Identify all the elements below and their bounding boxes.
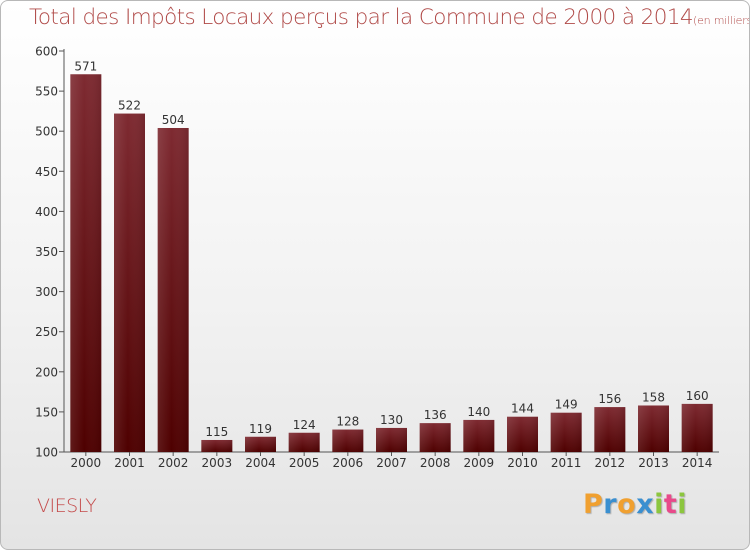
data-label: 156 [598, 392, 621, 406]
chart-title-unit: (en milliers d'€) [693, 14, 750, 27]
y-tick-label: 200 [35, 365, 58, 379]
x-tick-label: 2010 [507, 456, 538, 470]
logo-letter: r [603, 489, 618, 520]
y-tick-label: 350 [35, 245, 58, 259]
y-tick-label: 600 [35, 45, 58, 59]
x-tick-label: 2011 [551, 456, 582, 470]
data-label: 130 [380, 413, 403, 427]
data-label: 522 [118, 99, 141, 113]
x-tick-label: 2004 [245, 456, 276, 470]
logo-letter: x [636, 489, 655, 520]
y-tick-label: 550 [35, 85, 58, 99]
logo-letter: i [677, 489, 688, 520]
x-tick-label: 2001 [114, 456, 145, 470]
data-label: 128 [336, 415, 359, 429]
x-tick-label: 2002 [158, 456, 189, 470]
logo-letter: t [663, 489, 678, 520]
chart-title-text: Total des Impôts Locaux perçus par la Co… [29, 5, 694, 30]
data-label: 158 [642, 390, 665, 404]
x-tick-label: 2013 [638, 456, 669, 470]
y-tick-label: 450 [35, 165, 58, 179]
commune-name: VIESLY [37, 495, 97, 517]
data-label: 119 [249, 422, 272, 436]
data-label: 136 [424, 408, 447, 422]
data-label: 571 [74, 59, 97, 73]
bar-shine-2003 [201, 439, 233, 452]
bar-shine-2013 [638, 405, 669, 452]
bar-shine-2001 [114, 113, 145, 452]
bar-shine-2008 [419, 423, 451, 452]
x-tick-label: 2000 [71, 456, 102, 470]
y-tick-label: 400 [35, 205, 58, 219]
x-tick-label: 2006 [333, 456, 364, 470]
bar-shine-2002 [157, 127, 189, 452]
data-labels: 571 522 504 115 119 124 128 130 136 140 144 149 156 1… [74, 59, 708, 439]
logo-letter: o [617, 489, 637, 520]
y-tick-label: 250 [35, 325, 58, 339]
x-tick-label: 2005 [289, 456, 320, 470]
bars [70, 74, 713, 453]
data-label: 124 [293, 418, 316, 432]
y-axis: 100 150 200 250 300 350 400 450 500 550 600 [35, 45, 65, 460]
chart-title: Total des Impôts Locaux perçus par la Co… [29, 5, 750, 30]
x-tick-label: 2014 [682, 456, 713, 470]
data-label: 149 [555, 398, 578, 412]
data-label: 144 [511, 402, 534, 416]
bar-shine-2010 [507, 416, 538, 452]
bar-shine-2007 [376, 427, 407, 452]
bar-shine-2006 [332, 429, 364, 452]
bar-shine-2011 [550, 412, 582, 452]
bar-shine-2009 [463, 419, 495, 452]
y-tick-label: 100 [35, 446, 58, 460]
bar-shine-2012 [594, 407, 626, 452]
bar-shine-2004 [245, 436, 276, 452]
data-label: 160 [686, 389, 709, 403]
data-label: 115 [205, 425, 228, 439]
y-tick-label: 500 [35, 125, 58, 139]
proxiti-logo[interactable]: Proxiti [583, 489, 687, 520]
bar-shine-2000 [70, 74, 102, 453]
x-tick-label: 2003 [202, 456, 233, 470]
y-tick-label: 150 [35, 405, 58, 419]
x-tick-label: 2012 [595, 456, 626, 470]
bar-shine-2005 [288, 432, 320, 452]
x-tick-label: 2009 [464, 456, 495, 470]
y-tick-label: 300 [35, 285, 58, 299]
data-label: 504 [162, 113, 185, 127]
bar-shine-2014 [681, 403, 713, 452]
data-label: 140 [467, 405, 490, 419]
x-tick-label: 2007 [376, 456, 407, 470]
x-axis: 2000 2001 2002 2003 2004 2005 2006 2007 2008 2009… [64, 451, 719, 470]
logo-letter: P [583, 489, 604, 520]
x-tick-label: 2008 [420, 456, 451, 470]
logo-letter: i [654, 489, 664, 520]
